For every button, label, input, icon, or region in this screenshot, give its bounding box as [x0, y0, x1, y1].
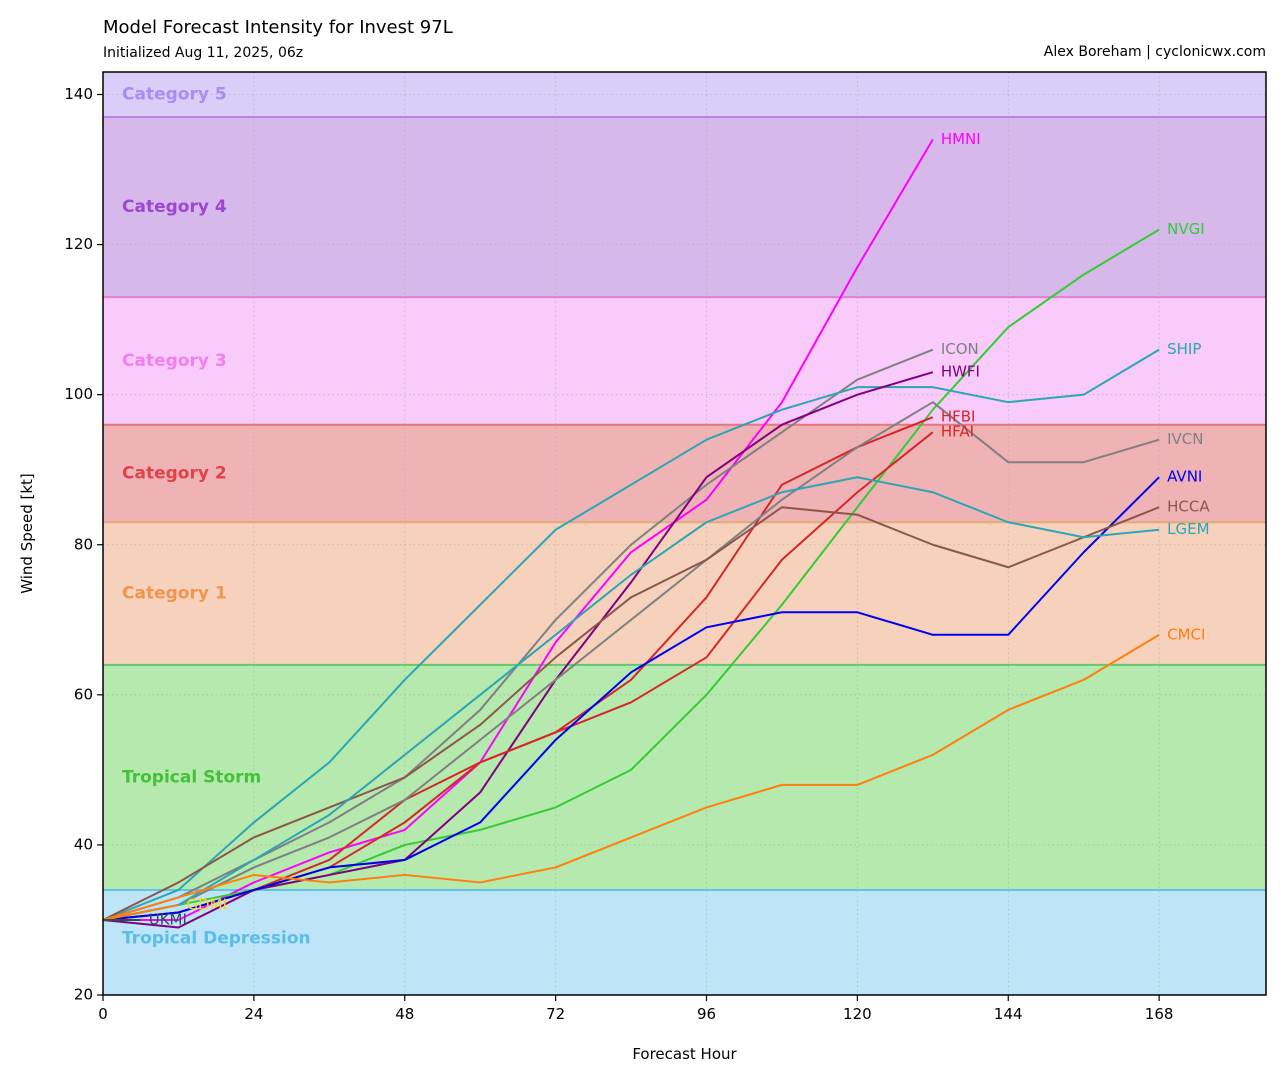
y-tick-label: 120 [64, 235, 93, 253]
series-label-ukmi: UKMI [149, 910, 187, 928]
series-label-gdmi: GDMI [186, 895, 227, 913]
chart-credit: Alex Boreham | cyclonicwx.com [1043, 44, 1266, 60]
band-boundaries [103, 116, 1266, 891]
band-labels: Tropical Depression Tropical Storm Categor… [122, 85, 311, 949]
axes: 0 24 48 72 96 120 144 168 20 40 60 80 100 120 140 [64, 85, 1173, 1023]
series-lines [102, 139, 1160, 929]
series-label-lgem: LGEM [1167, 520, 1209, 538]
series-line-hcca [102, 506, 1160, 921]
series-line-ivcn [102, 401, 1160, 921]
x-tick-label: 168 [1145, 1005, 1174, 1023]
x-tick-label: 120 [843, 1005, 872, 1023]
y-tick-label: 40 [74, 835, 93, 853]
x-tick-label: 24 [244, 1005, 263, 1023]
band-label-tropical-depression: Tropical Depression [122, 928, 311, 948]
series-line-lgem [102, 476, 1160, 921]
y-tick-label: 140 [64, 85, 93, 103]
series-line-gdmi [102, 903, 179, 921]
series-line-cmci [102, 633, 1160, 921]
series-line-ship [102, 348, 1160, 921]
x-tick-label: 72 [546, 1005, 565, 1023]
series-label-hmni: HMNI [941, 130, 981, 148]
x-tick-label: 144 [994, 1005, 1023, 1023]
chart-title: Model Forecast Intensity for Invest 97L [103, 17, 453, 38]
y-tick-label: 20 [74, 986, 93, 1004]
band-label-category-5: Category 5 [122, 85, 227, 105]
x-tick-label: 48 [395, 1005, 414, 1023]
series-label-ship: SHIP [1167, 340, 1201, 358]
y-axis-label: Wind Speed [kt] [18, 473, 36, 594]
series-label-hcca: HCCA [1167, 498, 1210, 516]
band-label-category-4: Category 4 [122, 197, 227, 217]
series-label-cmci: CMCI [1167, 625, 1205, 643]
plot-frame [102, 71, 1267, 996]
y-tick-label: 80 [74, 535, 93, 553]
series-line-hwfi [102, 371, 934, 929]
series-line-avni [102, 476, 1160, 921]
series-label-nvgi: NVGI [1167, 220, 1205, 238]
x-axis-label: Forecast Hour [632, 1045, 737, 1063]
intensity-bands [103, 72, 1266, 995]
series-label-hfai: HFAI [941, 423, 974, 441]
band-category-3 [103, 297, 1266, 425]
series-label-icon: ICON [941, 340, 979, 358]
band-label-category-2: Category 2 [122, 463, 227, 483]
band-label-category-1: Category 1 [122, 584, 227, 604]
band-tropical-storm [103, 664, 1266, 890]
y-tick-label: 60 [74, 685, 93, 703]
series-label-hwfi: HWFI [941, 363, 980, 381]
band-label-category-3: Category 3 [122, 351, 227, 371]
band-category-4 [103, 117, 1266, 298]
series-label-avni: AVNI [1167, 468, 1202, 486]
x-tick-label: 0 [98, 1005, 108, 1023]
band-label-tropical-storm: Tropical Storm [122, 767, 261, 787]
x-tick-label: 96 [697, 1005, 716, 1023]
y-tick-label: 100 [64, 385, 93, 403]
series-label-hfbi: HFBI [941, 408, 976, 426]
series-label-ivcn: IVCN [1167, 430, 1203, 448]
chart-subtitle: Initialized Aug 11, 2025, 06z [103, 45, 304, 61]
band-category-2 [103, 424, 1266, 523]
band-tropical-depression [103, 889, 1266, 995]
